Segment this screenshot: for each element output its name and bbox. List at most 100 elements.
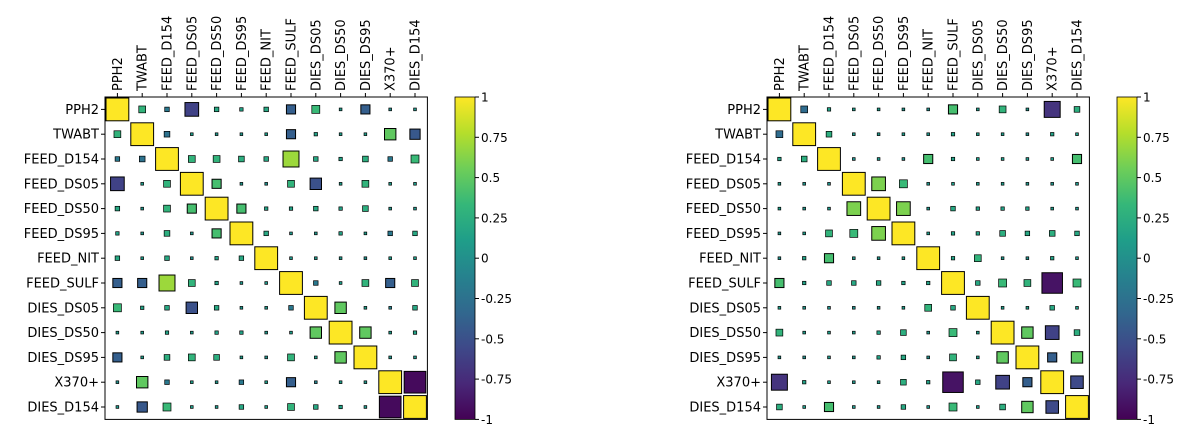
correlation-cell <box>1065 395 1089 419</box>
correlation-cell <box>876 107 881 112</box>
correlation-cell <box>140 182 144 186</box>
x-tick-label: DIES_DS95 <box>359 19 374 91</box>
correlation-cell <box>289 256 293 260</box>
x-tick-label: DIES_DS95 <box>1021 19 1036 91</box>
correlation-cell <box>179 171 204 196</box>
correlation-cell <box>775 130 784 138</box>
correlation-cell <box>338 231 343 236</box>
correlation-cell <box>239 132 244 136</box>
correlation-cell <box>158 274 176 292</box>
correlation-cell <box>947 104 959 115</box>
correlation-cell <box>114 156 121 162</box>
x-tick-label: FEED_D154 <box>823 16 838 91</box>
correlation-cell <box>363 405 368 409</box>
correlation-cell <box>1041 272 1063 294</box>
correlation-cell <box>1025 206 1030 211</box>
correlation-cell <box>338 182 343 186</box>
correlation-cell <box>1000 132 1005 136</box>
correlation-cell <box>313 280 319 286</box>
correlation-cell <box>238 255 245 261</box>
correlation-cell <box>825 229 833 238</box>
correlation-cell <box>1000 206 1005 211</box>
correlation-cell <box>926 380 931 385</box>
colorbar-tick-label: 0 <box>481 252 489 266</box>
colorbar <box>1116 96 1138 420</box>
correlation-cell <box>926 132 930 136</box>
correlation-cell <box>238 379 245 385</box>
correlation-cell <box>1025 107 1030 112</box>
correlation-cell <box>775 328 784 337</box>
correlation-cell <box>214 405 219 409</box>
correlation-cell <box>802 182 806 186</box>
correlation-cell <box>163 131 171 138</box>
correlation-cell <box>384 128 397 141</box>
correlation-cell <box>1025 256 1030 260</box>
correlation-cell <box>976 405 980 409</box>
correlation-cell <box>942 371 964 393</box>
correlation-cell <box>282 150 300 168</box>
x-tick-label: FEED_DS50 <box>210 16 225 91</box>
correlation-cell <box>899 179 908 189</box>
correlation-cell <box>876 355 881 360</box>
correlation-cell <box>949 353 957 362</box>
x-tick-label: FEED_DS50 <box>872 16 887 91</box>
correlation-cell <box>239 306 244 310</box>
x-tick-label: DIES_D154 <box>409 19 424 91</box>
correlation-cell <box>360 104 371 115</box>
correlation-cell <box>163 204 171 213</box>
correlation-cell <box>413 206 417 211</box>
correlation-cell <box>313 404 319 410</box>
correlation-cell <box>363 380 368 384</box>
correlation-cell <box>136 401 148 413</box>
correlation-cell <box>825 131 833 138</box>
correlation-cell <box>214 132 219 136</box>
correlation-cell <box>287 180 295 188</box>
correlation-cell <box>998 105 1007 114</box>
correlation-cell <box>287 353 295 362</box>
x-tick-label: TWABT <box>798 45 813 92</box>
correlation-cell <box>852 132 856 136</box>
correlation-cell <box>976 355 980 360</box>
correlation-cell <box>916 246 941 271</box>
correlation-cell <box>110 176 125 192</box>
correlation-cell <box>363 256 368 260</box>
correlation-cell <box>164 379 170 385</box>
correlation-cell <box>338 107 343 112</box>
correlation-cell <box>411 279 419 287</box>
correlation-cell <box>114 205 121 212</box>
correlation-cell <box>901 107 906 112</box>
correlation-cell <box>1075 256 1079 260</box>
y-tick-label: FEED_DS50 <box>686 202 761 217</box>
correlation-cell <box>185 301 199 315</box>
x-tick-label: FEED_NIT <box>260 29 275 91</box>
correlation-cell <box>387 156 393 162</box>
correlation-cell <box>800 155 808 163</box>
correlation-cell <box>826 107 832 112</box>
correlation-cell <box>990 320 1015 345</box>
correlation-cell <box>388 330 392 335</box>
correlation-cell <box>948 402 958 412</box>
y-tick-label: FEED_D154 <box>24 153 99 168</box>
correlation-cell <box>1072 278 1082 288</box>
correlation-cell <box>1024 230 1031 237</box>
correlation-cell <box>999 230 1006 237</box>
correlation-cell <box>188 155 196 163</box>
correlation-cell <box>777 355 782 360</box>
correlation-cell <box>1049 305 1055 311</box>
correlation-cell <box>1000 157 1005 161</box>
correlation-cell <box>163 354 171 361</box>
correlation-cell <box>113 130 122 138</box>
correlation-cell <box>849 229 859 238</box>
correlation-cell <box>876 157 881 161</box>
correlation-cell <box>1022 377 1033 388</box>
correlation-cell <box>995 374 1010 390</box>
x-tick-label: PPH2 <box>773 57 788 91</box>
correlation-cell <box>1047 352 1058 363</box>
correlation-cell <box>164 305 170 311</box>
correlation-cell <box>403 370 427 394</box>
correlation-cell <box>164 330 170 335</box>
correlation-cell <box>338 132 343 136</box>
correlation-cell <box>926 405 930 409</box>
correlation-cell <box>1048 230 1056 237</box>
colorbar-tick-label: -0.5 <box>481 332 504 346</box>
